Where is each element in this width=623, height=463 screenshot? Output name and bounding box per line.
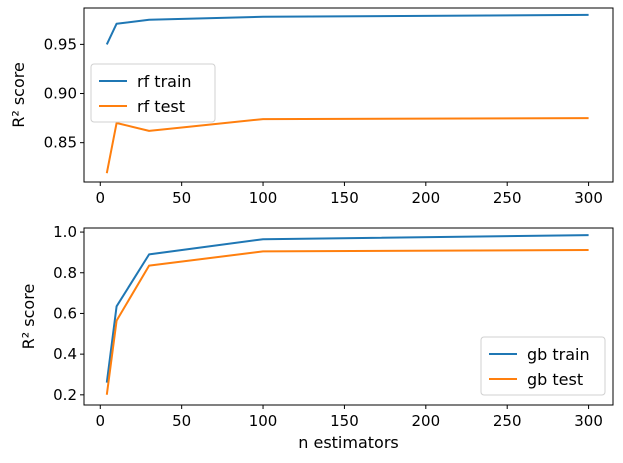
axes-frame: [83, 7, 614, 183]
x-axis-label: n estimators: [298, 433, 399, 452]
x-tick-label: 200: [411, 189, 440, 207]
x-tick-label: 300: [574, 412, 603, 430]
legend: gb train gb test: [480, 336, 606, 396]
x-tick-label: 300: [574, 189, 603, 207]
series-line-gb-test: [105, 249, 589, 395]
y-axis-label: R² score: [19, 284, 38, 350]
x-tick-label: 50: [172, 189, 191, 207]
y-tick-label: 0.4: [53, 345, 77, 363]
x-tick-label: 100: [249, 189, 278, 207]
x-tick-label: 150: [330, 412, 359, 430]
legend-label: gb train: [527, 345, 590, 364]
y-tick-label: 1.0: [53, 223, 77, 241]
x-tick-label: 150: [330, 189, 359, 207]
series-line-rf-test: [105, 117, 589, 174]
series-line-rf-train: [105, 13, 589, 45]
y-axis-label: R² score: [9, 62, 28, 128]
y-tick-label: 0.95: [44, 35, 77, 53]
y-tick-label: 0.90: [44, 85, 77, 103]
legend-label: rf test: [137, 97, 185, 116]
y-tick-label: 0.8: [53, 264, 77, 282]
chart-panel-2: 0 50 100 150 200 250 300 0.2 0.4 0.6 0.8 1.0 R² scor…: [19, 223, 614, 452]
x-tick-label: 250: [493, 412, 522, 430]
x-tick-label: 0: [96, 189, 106, 207]
chart-panel-1: 0 50 100 150 200 250 300 0.85 0.90 0.95 R² score rf…: [9, 7, 614, 207]
y-tick-label: 0.2: [53, 386, 77, 404]
x-tick-label: 50: [172, 412, 191, 430]
x-tick-label: 0: [96, 412, 106, 430]
legend-label: rf train: [137, 72, 192, 91]
axes-frame: [83, 227, 614, 406]
y-tick-label: 0.6: [53, 304, 77, 322]
y-tick-label: 0.85: [44, 134, 77, 152]
legend: rf train rf test: [90, 63, 216, 123]
legend-box: [480, 336, 606, 396]
x-tick-label: 250: [493, 189, 522, 207]
x-tick-label: 100: [249, 412, 278, 430]
legend-box: [90, 63, 216, 123]
x-tick-label: 200: [411, 412, 440, 430]
legend-label: gb test: [527, 370, 583, 389]
series-line-gb-train: [105, 234, 589, 383]
